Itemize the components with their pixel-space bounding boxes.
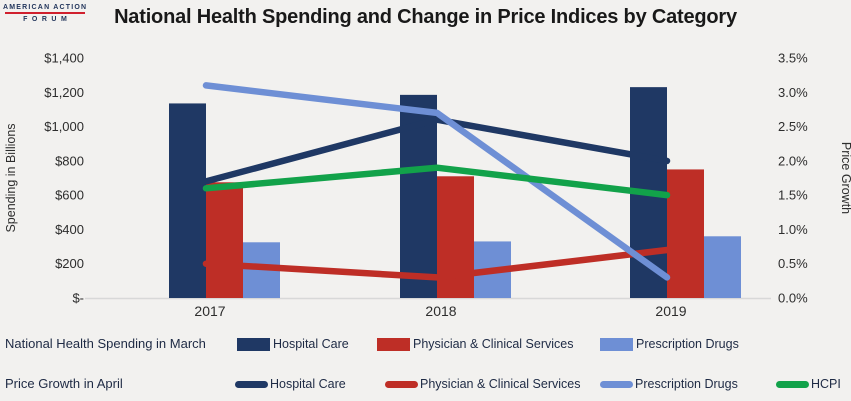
left-axis-tick-label: $- bbox=[72, 291, 84, 306]
bar-prescription-drugs-2019 bbox=[704, 236, 741, 298]
right-axis-tick-label: 1.5% bbox=[778, 188, 808, 203]
legend-spending-caption: National Health Spending in March bbox=[5, 336, 206, 351]
legend-item-hcpi: HCPI bbox=[776, 375, 841, 393]
left-axis-tick-label: $400 bbox=[55, 222, 84, 237]
combo-chart-plot: $1,400 $1,200 $1,000 $800 $600 $400 $200 $- 3.5%… bbox=[4, 51, 851, 320]
legend-swatch-prescription-drugs bbox=[600, 380, 633, 388]
legend-item-prescription-drugs: Prescription Drugs bbox=[600, 335, 739, 353]
legend-swatch-physician-clinical-services bbox=[377, 337, 410, 351]
legend-label-hospital-care: Hospital Care bbox=[273, 337, 349, 351]
bar-physician-clinical-services-2019 bbox=[667, 169, 704, 298]
legend-swatch-prescription-drugs bbox=[600, 337, 633, 351]
legend-label-prescription-drugs: Prescription Drugs bbox=[635, 377, 738, 391]
category-label-2018: 2018 bbox=[425, 303, 456, 319]
legend-item-hospital-care: Hospital Care bbox=[237, 335, 349, 353]
legend-row-spending: National Health Spending in March Hospit… bbox=[0, 335, 851, 353]
logo-text-american-action: AMERICAN ACTION bbox=[3, 4, 88, 11]
legend-label-physician-clinical-services: Physician & Clinical Services bbox=[413, 337, 574, 351]
legend-price-growth-caption: Price Growth in April bbox=[5, 376, 123, 391]
bar-physician-clinical-services-2017 bbox=[206, 182, 243, 298]
legend-label-prescription-drugs: Prescription Drugs bbox=[636, 337, 739, 351]
category-label-2017: 2017 bbox=[194, 303, 225, 319]
left-axis-tick-label: $1,200 bbox=[44, 85, 84, 100]
logo-text-forum: FORUM bbox=[23, 16, 72, 23]
right-axis-tick-label: 1.0% bbox=[778, 222, 808, 237]
left-axis-tick-label: $600 bbox=[55, 188, 84, 203]
right-axis-tick-label: 0.0% bbox=[778, 291, 808, 306]
legend-swatch-hospital-care bbox=[237, 337, 270, 351]
right-axis-tick-label: 2.5% bbox=[778, 119, 808, 134]
legend-item-physician-clinical-services: Physician & Clinical Services bbox=[377, 335, 573, 353]
left-axis-tick-label: $800 bbox=[55, 153, 84, 168]
legend-swatch-hospital-care bbox=[235, 380, 268, 388]
right-axis-tick-label: 3.0% bbox=[778, 85, 808, 100]
right-axis-title: Price Growth bbox=[839, 142, 851, 214]
chart-title: National Health Spending and Change in P… bbox=[114, 6, 737, 28]
legend-item-prescription-drugs: Prescription Drugs bbox=[600, 375, 738, 393]
bar-hospital-care-2017 bbox=[169, 103, 206, 298]
right-axis-tick-label: 3.5% bbox=[778, 51, 808, 66]
line-physician-clinical-services bbox=[202, 246, 671, 281]
left-axis-title: Spending in Billions bbox=[4, 123, 18, 232]
left-axis-tick-label: $1,400 bbox=[44, 51, 84, 66]
line-prescription-drugs bbox=[202, 82, 671, 281]
right-axis-tick-label: 0.5% bbox=[778, 256, 808, 271]
category-label-2019: 2019 bbox=[655, 303, 686, 319]
legend-swatch-physician-clinical-services bbox=[385, 380, 418, 388]
legend-row-price-growth: Price Growth in April Hospital Care Physi… bbox=[0, 375, 851, 393]
legend-item-physician-clinical-services: Physician & Clinical Services bbox=[385, 375, 580, 393]
logo-red-rule bbox=[5, 12, 85, 14]
line-hcpi bbox=[202, 164, 671, 199]
left-axis-tick-label: $1,000 bbox=[44, 119, 84, 134]
legend-swatch-hcpi bbox=[776, 380, 809, 388]
legend-label-hospital-care: Hospital Care bbox=[270, 377, 346, 391]
legend-item-hospital-care: Hospital Care bbox=[235, 375, 346, 393]
aaf-logo: AMERICAN ACTION FORUM bbox=[3, 4, 87, 23]
legend-label-hcpi: HCPI bbox=[811, 377, 841, 391]
right-axis-tick-label: 2.0% bbox=[778, 153, 808, 168]
line-hospital-care bbox=[202, 116, 671, 185]
left-axis-tick-label: $200 bbox=[55, 256, 84, 271]
legend-label-physician-clinical-services: Physician & Clinical Services bbox=[420, 377, 581, 391]
